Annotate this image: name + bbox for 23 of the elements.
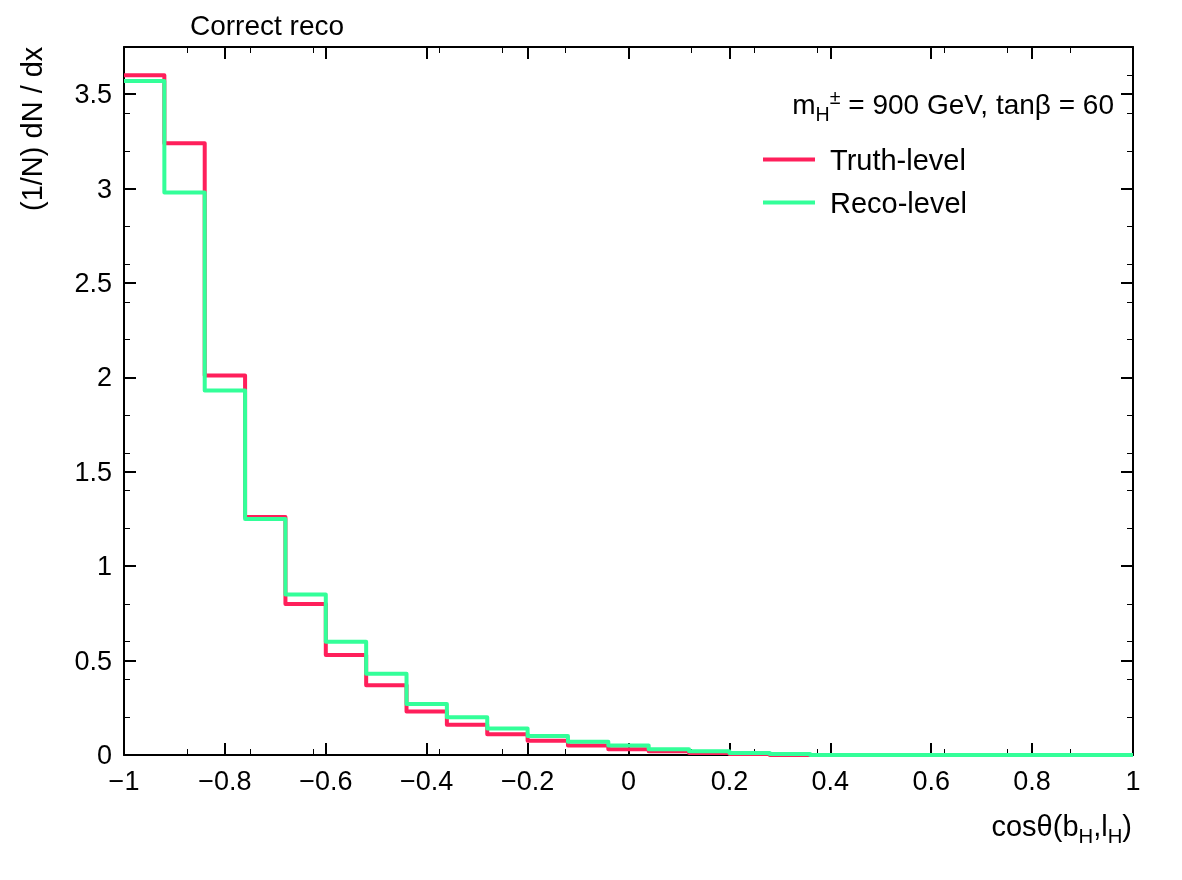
y-tick-label: 1.5 [74, 456, 112, 487]
y-tick-label: 2 [96, 362, 112, 393]
x-tick-label: 1 [1125, 765, 1141, 796]
x-tick-label: −0.2 [500, 765, 555, 796]
legend-label: Truth-level [830, 143, 966, 176]
x-tick-label: −0.4 [400, 765, 454, 796]
legend-label: Reco-level [830, 186, 967, 219]
y-axis-title: (1/N) dN / dx [16, 46, 48, 211]
x-tick-label: 0.8 [1013, 765, 1051, 796]
x-tick-label: −0.6 [299, 765, 353, 796]
x-tick-label: 0 [620, 765, 637, 796]
y-tick-label: 0.5 [74, 645, 112, 676]
y-tick-label: 1 [96, 551, 112, 582]
x-tick-label: −0.8 [198, 765, 252, 796]
y-tick-label: 2.5 [74, 268, 112, 298]
x-tick-label: 0.4 [811, 765, 850, 796]
y-tick-label: 3 [96, 173, 112, 204]
x-axis-title: cosθ(b$_{H}$,l$_{H}$) [991, 810, 1132, 847]
x-tick-label: 0.2 [710, 765, 749, 796]
x-tick-label: 0.6 [912, 765, 950, 796]
chart-title: Correct reco [190, 10, 345, 41]
y-tick-label: 3.5 [74, 79, 112, 110]
annotation: m$_{H}$$^{±}$ = 900 GeV, tanβ = 60 [792, 86, 1114, 125]
